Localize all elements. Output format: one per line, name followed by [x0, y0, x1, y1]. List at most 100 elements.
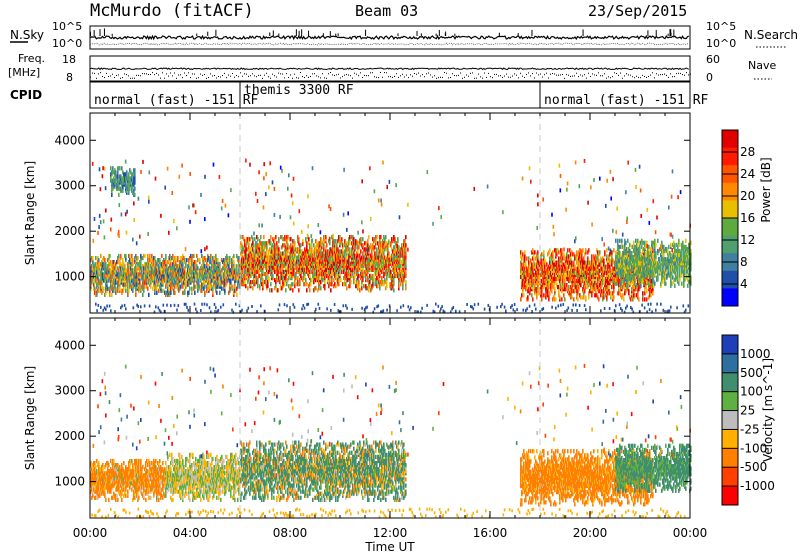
- data-cell: [301, 269, 303, 274]
- freq-label: Freq.: [18, 52, 45, 65]
- data-cell: [138, 272, 140, 277]
- data-cell: [252, 251, 254, 256]
- data-cell: [203, 286, 205, 291]
- data-cell: [186, 280, 188, 285]
- data-cell: [365, 247, 367, 252]
- nave-dot: [680, 72, 681, 74]
- data-cell: [275, 284, 277, 289]
- data-cell: [361, 280, 363, 285]
- data-cell: [348, 269, 350, 274]
- nave-dot: [632, 76, 633, 78]
- data-cell: [335, 245, 337, 250]
- data-cell: [91, 256, 93, 261]
- data-cell: [247, 237, 249, 242]
- data-cell: [273, 265, 275, 270]
- data-cell: [392, 249, 394, 254]
- data-cell: [606, 254, 608, 259]
- data-cell: [155, 272, 157, 277]
- data-cell: [378, 263, 380, 268]
- data-cell: [309, 269, 311, 274]
- data-cell: [286, 237, 288, 242]
- nave-dot: [608, 76, 609, 78]
- data-cell: [324, 286, 326, 291]
- nave-dot: [438, 77, 439, 79]
- data-cell: [357, 276, 359, 281]
- data-cell: [100, 253, 102, 259]
- data-cell: [247, 271, 249, 277]
- data-cell: [335, 267, 337, 272]
- data-cell: [182, 262, 184, 267]
- nave-dot: [282, 73, 283, 75]
- data-cell: [390, 282, 392, 287]
- data-cell: [167, 260, 169, 265]
- data-cell: [167, 276, 169, 281]
- data-cell: [239, 264, 241, 269]
- data-cell: [205, 272, 207, 277]
- data-cell: [405, 286, 407, 291]
- data-cell: [332, 257, 334, 262]
- nave-dot: [130, 77, 131, 79]
- nave-dot: [676, 73, 677, 75]
- data-cell: [299, 253, 301, 258]
- data-cell: [283, 269, 285, 274]
- data-cell: [268, 249, 270, 254]
- nave-dot: [428, 72, 429, 74]
- data-cell: [245, 261, 247, 266]
- data-cell: [352, 237, 354, 242]
- data-cell: [362, 257, 364, 262]
- data-cell: [207, 274, 209, 279]
- data-cell: [90, 280, 92, 285]
- data-cell: [323, 237, 325, 242]
- data-cell: [192, 278, 194, 283]
- data-cell: [541, 278, 543, 284]
- data-cell: [296, 265, 298, 270]
- data-cell: [328, 284, 330, 289]
- data-cell: [136, 256, 138, 261]
- data-cell: [119, 280, 121, 285]
- data-cell: [526, 256, 528, 261]
- data-cell: [368, 282, 370, 287]
- nave-dot: [92, 72, 93, 74]
- data-cell: [261, 269, 263, 274]
- nave-dot: [548, 77, 549, 79]
- data-cell: [118, 268, 120, 273]
- data-cell: [264, 280, 266, 285]
- data-cell: [282, 251, 284, 256]
- data-cell: [346, 286, 348, 291]
- data-cell: [159, 270, 161, 275]
- data-cell: [298, 237, 300, 242]
- data-cell: [170, 272, 172, 277]
- data-cell: [310, 282, 312, 287]
- nave-dot: [110, 75, 111, 77]
- data-cell: [243, 257, 245, 262]
- data-cell: [403, 239, 405, 244]
- data-cell: [340, 239, 342, 244]
- data-cell: [135, 264, 137, 269]
- data-cell: [393, 269, 395, 274]
- data-cell: [166, 268, 168, 273]
- data-cell: [152, 258, 154, 263]
- data-cell: [311, 269, 313, 274]
- data-cell: [568, 285, 570, 290]
- data-cell: [252, 263, 254, 268]
- data-cell: [405, 263, 407, 268]
- data-cell: [270, 267, 272, 272]
- data-cell: [329, 241, 331, 246]
- data-cell: [262, 284, 264, 289]
- data-cell: [365, 267, 367, 272]
- data-cell: [332, 269, 334, 274]
- data-cell: [244, 239, 246, 244]
- data-cell: [354, 241, 356, 246]
- data-cell: [367, 265, 369, 270]
- data-cell: [404, 255, 406, 260]
- data-cell: [165, 280, 167, 285]
- nave-dot: [684, 74, 685, 76]
- nave-dot: [590, 76, 591, 77]
- data-cell: [259, 239, 261, 244]
- data-cell: [94, 286, 96, 291]
- nave-dot: [442, 76, 443, 78]
- data-cell: [241, 243, 243, 248]
- data-cell: [138, 266, 140, 271]
- nave-dot: [650, 74, 651, 76]
- data-cell: [202, 262, 204, 267]
